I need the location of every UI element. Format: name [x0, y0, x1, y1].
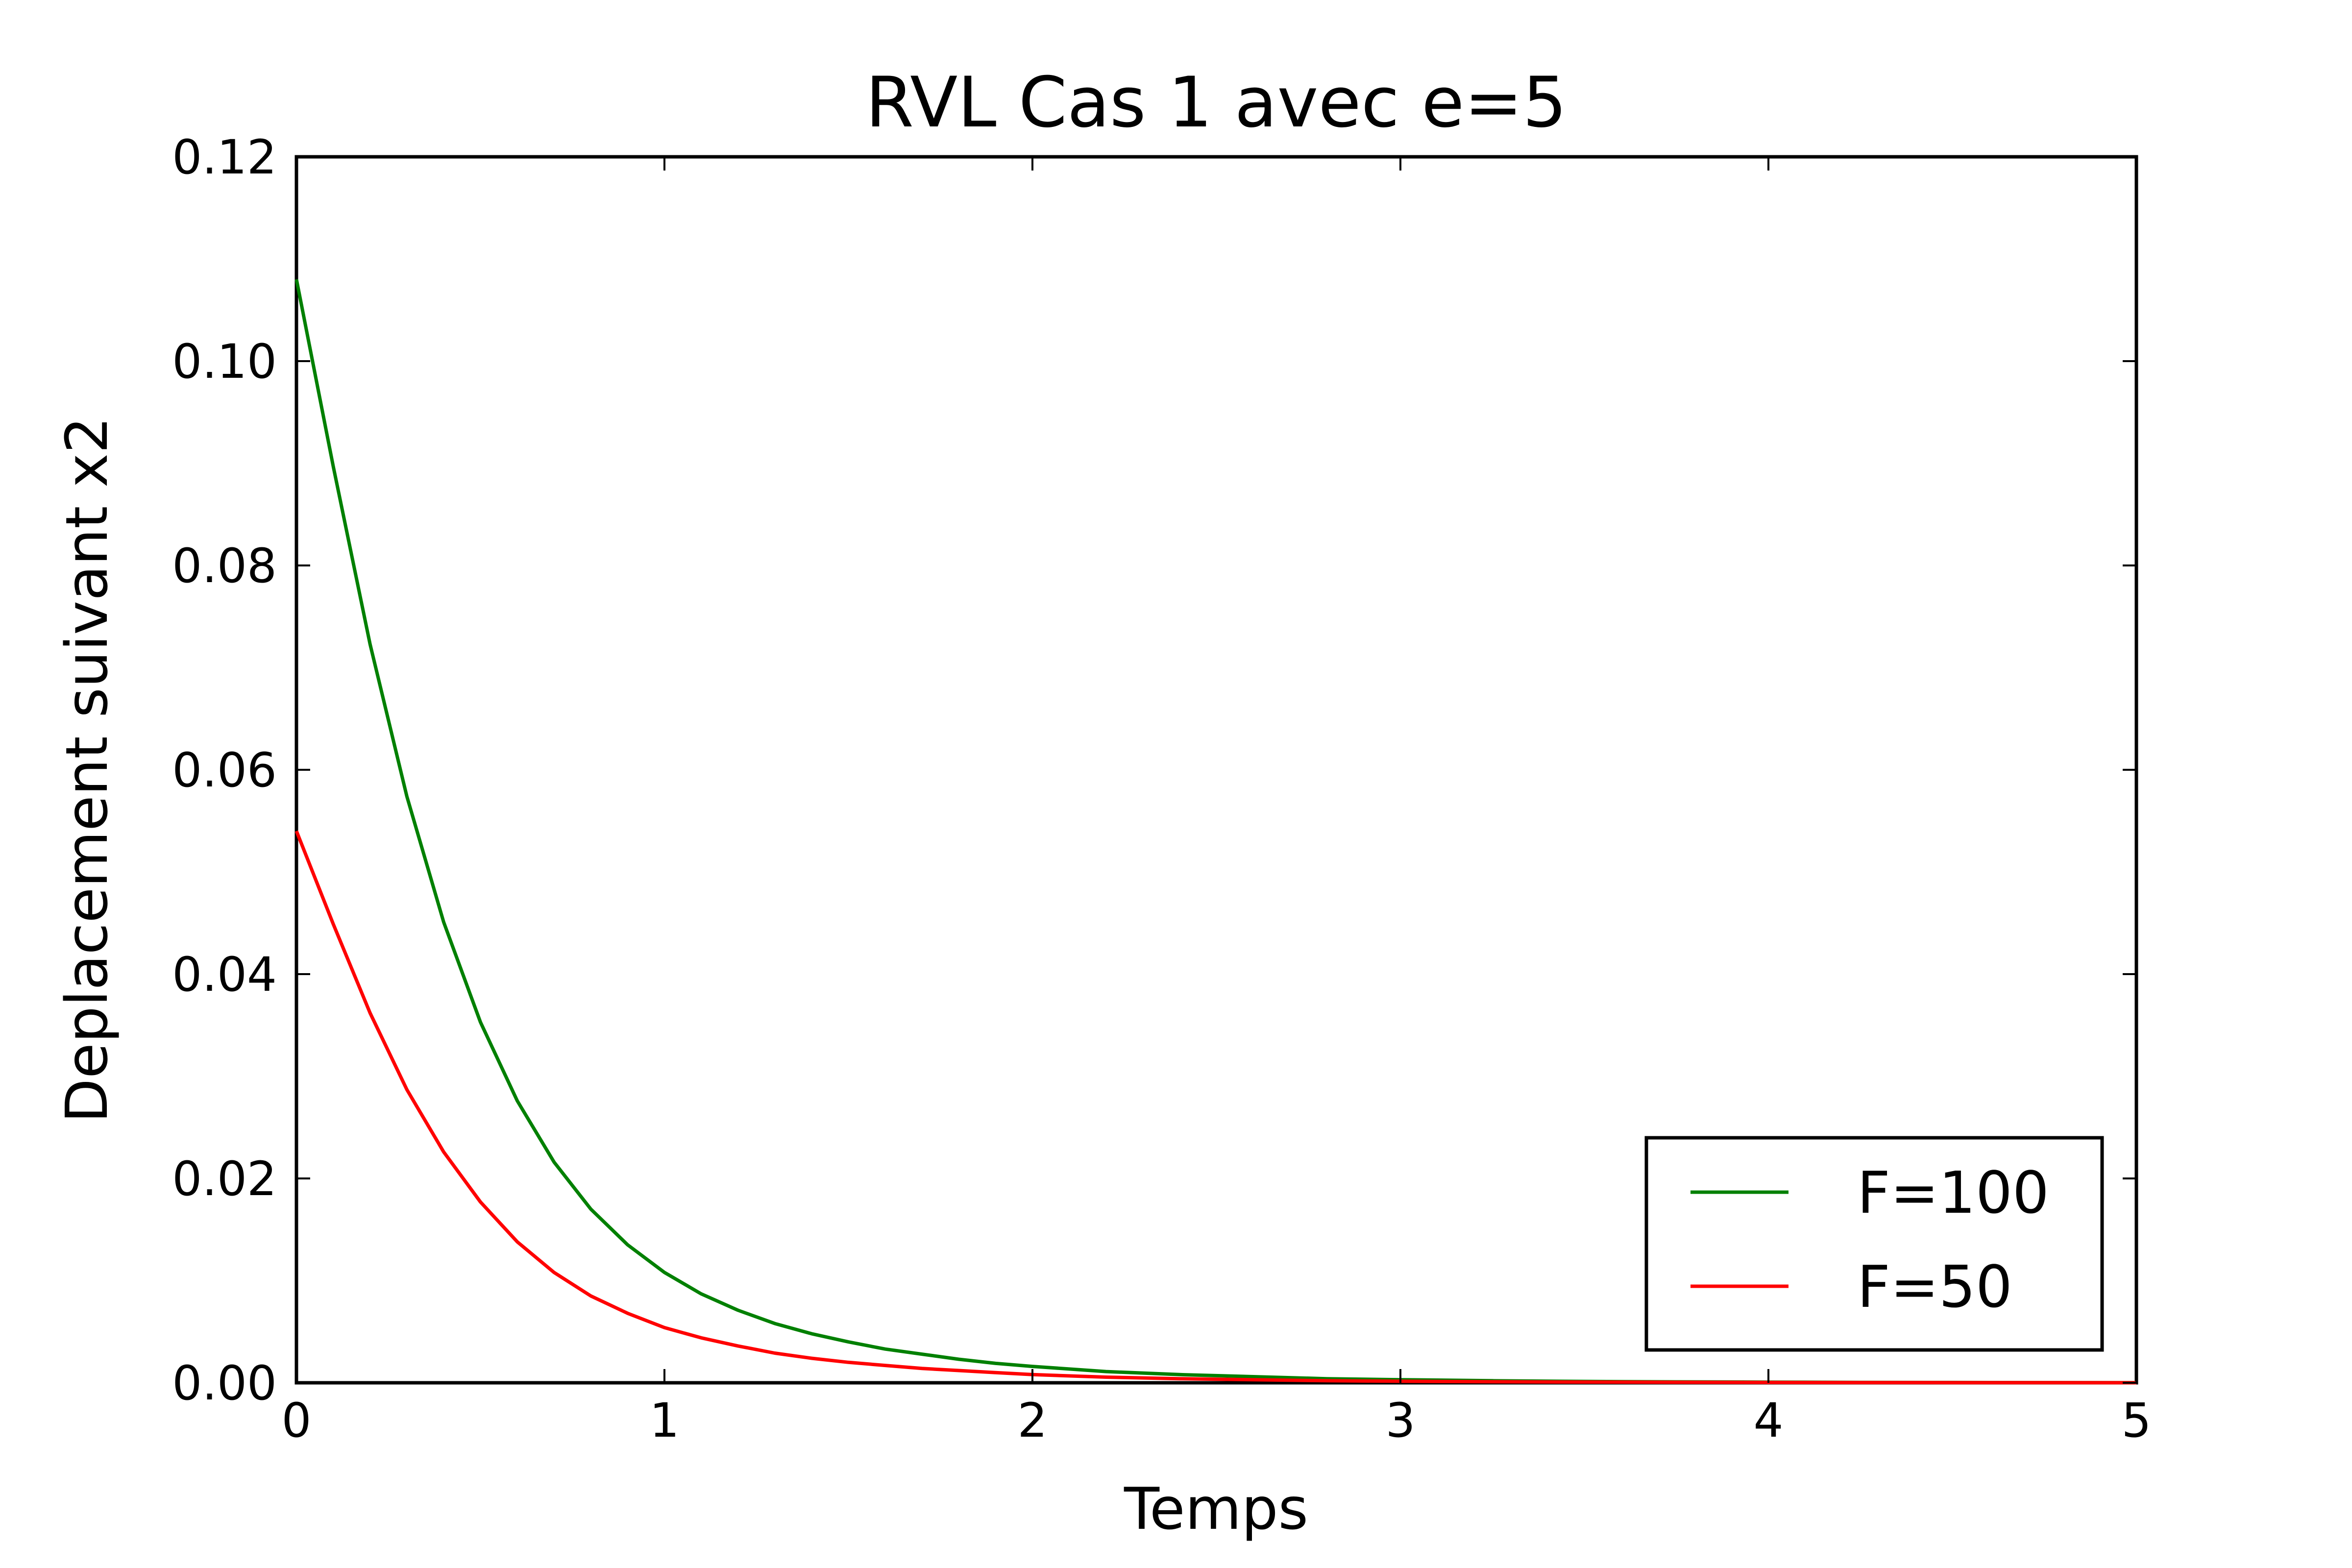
legend-box: [1644, 1136, 2104, 1352]
legend: F=100 F=50: [1644, 1136, 2104, 1352]
x-tick-label-1: 1: [649, 1393, 679, 1448]
plot-area: 0 1 2 3 4 5 0.00 0.02 0.04 0.06 0.08 0.10 0.12: [172, 130, 2151, 1448]
y-tick-label-2: 0.04: [172, 947, 277, 1002]
x-tick-label-4: 4: [1753, 1393, 1783, 1448]
y-tick-label-5: 0.10: [172, 334, 277, 389]
legend-label-f50: F=50: [1857, 1253, 2012, 1321]
x-tick-label-3: 3: [1385, 1393, 1415, 1448]
y-tick-label-6: 0.12: [172, 130, 277, 185]
x-axis-label: Temps: [1124, 1475, 1308, 1543]
series-line-1: [294, 830, 2137, 1385]
y-tick-label-4: 0.08: [172, 539, 277, 593]
y-tick-label-3: 0.06: [172, 743, 277, 798]
y-tick-label-1: 0.02: [172, 1152, 277, 1206]
y-tick-label-0: 0.00: [172, 1356, 277, 1411]
x-ticks: 0 1 2 3 4 5: [281, 157, 2152, 1448]
chart-title: RVL Cas 1 avec e=5: [865, 62, 1567, 143]
x-tick-label-5: 5: [2121, 1393, 2151, 1448]
legend-label-f100: F=100: [1857, 1159, 2049, 1226]
x-tick-label-2: 2: [1017, 1393, 1047, 1448]
y-ticks: 0.00 0.02 0.04 0.06 0.08 0.10 0.12: [172, 130, 2136, 1411]
series-layer: [294, 279, 2137, 1385]
y-axis-label: Deplacement suivant x2: [53, 416, 121, 1123]
x-tick-label-0: 0: [281, 1393, 311, 1448]
